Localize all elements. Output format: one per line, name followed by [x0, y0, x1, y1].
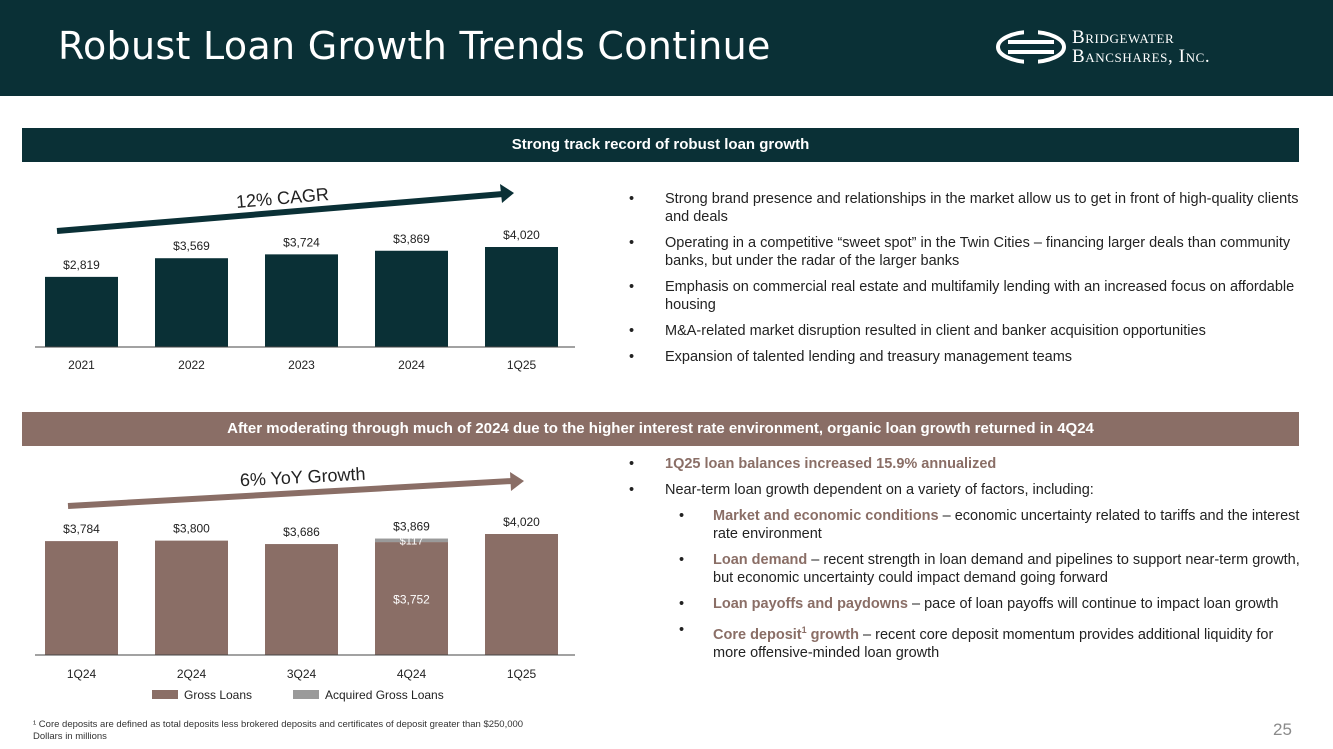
bullet-item: Operating in a competitive “sweet spot” … [625, 234, 1300, 270]
bar [375, 250, 448, 347]
bullets-top: Strong brand presence and relationships … [625, 190, 1300, 374]
sub-bullet-highlight: Loan payoffs and paydowns [713, 596, 908, 612]
bar-gross-loans [485, 534, 558, 655]
chart-annual-loans: 12% CAGR$2,8192021$3,5692022$3,7242023$3… [35, 184, 575, 372]
sub-bullet-text: – recent core deposit momentum provides … [713, 626, 1274, 661]
segment-label: $117 [400, 535, 424, 547]
bullet-item: Expansion of talented lending and treasu… [625, 348, 1300, 366]
x-tick-label: 2024 [398, 358, 425, 372]
bullet-item: 1Q25 loan balances increased 15.9% annua… [625, 455, 1300, 473]
sub-bullet-highlight: Loan demand [713, 552, 808, 568]
sub-bullet-text: – recent strength in loan demand and pip… [713, 552, 1300, 586]
x-tick-label: 2021 [68, 358, 95, 372]
section-band-top: Strong track record of robust loan growt… [22, 128, 1299, 162]
bullets-bottom: 1Q25 loan balances increased 15.9% annua… [625, 455, 1300, 670]
sub-bullet-item: Market and economic conditions – economi… [675, 507, 1300, 543]
cagr-arrow-head [500, 184, 514, 203]
data-label: $4,020 [503, 515, 540, 529]
data-label: $2,819 [63, 258, 100, 272]
legend-label: Acquired Gross Loans [325, 688, 444, 702]
bullet-item: M&A-related market disruption resulted i… [625, 322, 1300, 340]
growth-annotation: 6% YoY Growth [239, 464, 366, 491]
growth-arrow-line [67, 478, 513, 509]
data-label: $3,784 [63, 522, 100, 536]
sub-bullet-item: Loan demand – recent strength in loan de… [675, 551, 1300, 587]
sub-bullet-item: Core deposit1 growth – recent core depos… [675, 621, 1300, 662]
footnote-line: ¹ Core deposits are defined as total dep… [33, 719, 524, 730]
bar-gross-loans [155, 540, 228, 655]
company-logo: Bridgewater Bancshares, Inc. [994, 26, 1294, 70]
bar [265, 254, 338, 347]
sub-bullet-text: – economic uncertainty related to tariff… [713, 508, 1300, 542]
chart-quarterly-loans: 6% YoY Growth $3,784 1Q24 $3,800 2Q24 $3,686 3… [35, 464, 575, 702]
bar [485, 247, 558, 347]
bar [155, 258, 228, 347]
x-tick-label: 2Q24 [177, 667, 207, 681]
sub-bullet-highlight: Core deposit [713, 626, 802, 643]
bullet-highlight: 1Q25 loan balances increased 15.9% annua… [665, 456, 997, 472]
page-number: 25 [1273, 720, 1292, 739]
footnote-marker: 1 [801, 625, 807, 635]
logo-emblem-icon [996, 30, 1066, 64]
x-tick-label: 2022 [178, 358, 205, 372]
bullet-item: Near-term loan growth dependent on a var… [625, 481, 1300, 499]
bar-gross-loans [375, 542, 448, 655]
sub-bullet-highlight: growth [806, 626, 859, 643]
x-tick-label: 1Q25 [507, 358, 537, 372]
header-bar: Robust Loan Growth Trends Continue Bridg… [0, 0, 1333, 96]
x-tick-label: 3Q24 [287, 667, 317, 681]
footnote-line: Dollars in millions [33, 731, 107, 742]
section-band-bottom: After moderating through much of 2024 du… [22, 412, 1299, 446]
data-label: $3,869 [393, 520, 430, 534]
legend-swatch-gross [152, 690, 178, 699]
bar-gross-loans [45, 541, 118, 655]
x-tick-label: 1Q24 [67, 667, 97, 681]
data-label: $4,020 [503, 228, 540, 242]
segment-label: $3,752 [393, 593, 430, 607]
bullet-item: Emphasis on commercial real estate and m… [625, 278, 1300, 314]
data-label: $3,869 [393, 232, 430, 246]
legend-label: Gross Loans [184, 688, 252, 702]
bar [45, 276, 118, 347]
logo-line-2: Bancshares, Inc. [1072, 46, 1211, 67]
data-label: $3,569 [173, 239, 210, 253]
logo-line-1: Bridgewater [1072, 27, 1175, 48]
sub-bullet-item: Loan payoffs and paydowns – pace of loan… [675, 595, 1300, 613]
legend-swatch-acquired [293, 690, 319, 699]
bullet-item: Strong brand presence and relationships … [625, 190, 1300, 226]
x-tick-label: 4Q24 [397, 667, 427, 681]
bar-gross-loans [265, 544, 338, 655]
logo-text: Bridgewater Bancshares, Inc. [1072, 28, 1210, 66]
data-label: $3,800 [173, 522, 210, 536]
footnote: ¹ Core deposits are defined as total dep… [33, 719, 523, 743]
data-label: $3,686 [283, 525, 320, 539]
x-tick-label: 2023 [288, 358, 315, 372]
sub-bullet-text: – pace of loan payoffs will continue to … [907, 596, 1279, 612]
sub-bullet-highlight: Market and economic conditions [713, 508, 939, 524]
data-label: $3,724 [283, 235, 320, 249]
x-tick-label: 1Q25 [507, 667, 537, 681]
growth-arrow-head [510, 472, 524, 491]
cagr-arrow-line [56, 191, 504, 234]
bar-acquired-loans [375, 538, 448, 543]
page-title: Robust Loan Growth Trends Continue [58, 24, 771, 68]
